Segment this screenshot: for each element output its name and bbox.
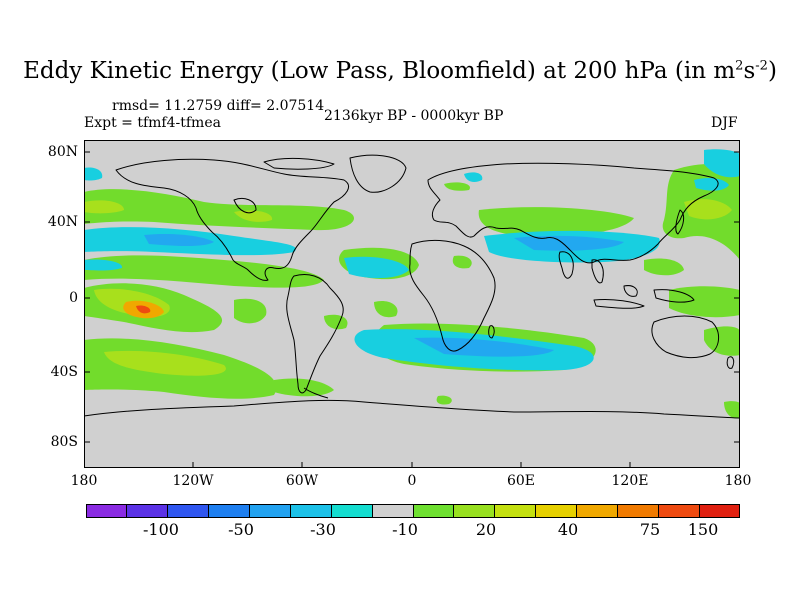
map-border — [84, 140, 740, 468]
lon-tick-label: 180 — [70, 473, 98, 489]
colorbar-swatch — [659, 504, 701, 518]
lon-tick-label: 180 — [724, 473, 752, 489]
lat-tick-label: 40N — [47, 214, 78, 230]
colorbar-label: -30 — [310, 520, 336, 539]
light-green-regions — [84, 199, 732, 376]
lat-tick-label: 40S — [50, 364, 78, 380]
lat-tick-label: 80N — [47, 144, 78, 160]
season-label: DJF — [711, 115, 738, 131]
colorbar-label: -100 — [143, 520, 179, 539]
strong-negative-regions — [144, 233, 624, 357]
colorbar-swatch — [331, 504, 373, 518]
colorbar-swatch — [413, 504, 455, 518]
peak-anomaly-region — [136, 305, 151, 314]
colorbar-frame — [86, 504, 740, 518]
map-plot — [84, 140, 740, 468]
colorbar-swatch — [454, 504, 496, 518]
colorbar-swatch — [372, 504, 414, 518]
colorbar-label: 40 — [557, 520, 579, 539]
colorbar-label: 150 — [687, 520, 719, 539]
colorbar-swatch — [126, 504, 168, 518]
colorbar — [86, 504, 740, 518]
colorbar-label: -10 — [392, 520, 418, 539]
lon-tick-label: 120E — [611, 473, 649, 489]
plot-title: Eddy Kinetic Energy (Low Pass, Bloomfiel… — [23, 58, 777, 84]
period-label: 2136kyr BP - 0000kyr BP — [324, 108, 504, 124]
colorbar-label: 20 — [475, 520, 497, 539]
coastlines — [84, 154, 740, 419]
colorbar-swatch — [167, 504, 209, 518]
lon-tick-label: 60E — [506, 473, 536, 489]
colorbar-swatch — [495, 504, 537, 518]
colorbar-swatch — [618, 504, 660, 518]
lon-tick-label: 0 — [407, 473, 417, 489]
colorbar-label: -50 — [228, 520, 254, 539]
lat-tick-label: 0 — [69, 290, 78, 306]
colorbar-swatch — [577, 504, 619, 518]
colorbar-swatch — [700, 504, 740, 518]
lat-tick-label: 80S — [50, 434, 78, 450]
colorbar-swatch — [536, 504, 578, 518]
stats-label: rmsd= 11.2759 diff= 2.07514 — [112, 98, 325, 114]
colorbar-swatch — [290, 504, 332, 518]
colorbar-swatch — [86, 504, 127, 518]
lon-tick-label: 120W — [172, 473, 214, 489]
colorbar-swatch — [249, 504, 291, 518]
experiment-label: Expt = tfmf4-tfmea — [84, 115, 221, 131]
colorbar-swatch — [208, 504, 250, 518]
lon-tick-label: 60W — [285, 473, 319, 489]
colorbar-label: 75 — [639, 520, 661, 539]
